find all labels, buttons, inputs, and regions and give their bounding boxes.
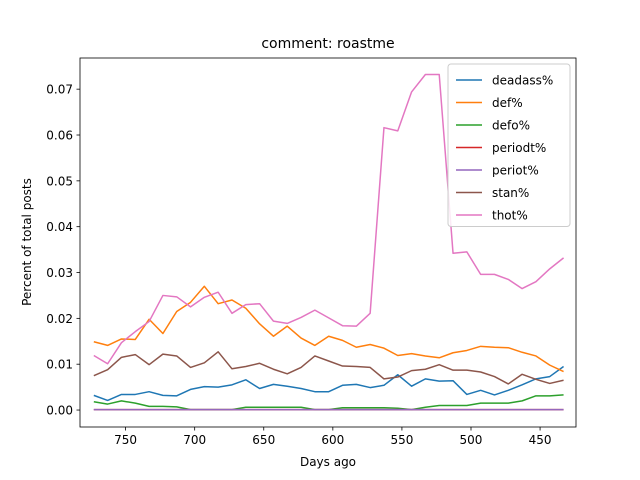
series-line-6	[93, 73, 565, 365]
series-line-0	[93, 365, 565, 402]
y-tick-label: 0.07	[46, 83, 73, 97]
y-axis-label: Percent of total posts	[20, 178, 34, 306]
x-axis: 750 700 650 600 550 500 450	[114, 427, 552, 447]
y-axis: 0.00 0.01 0.02 0.03 0.04 0.05 0.06 0.07	[46, 83, 80, 418]
legend-label: defo%	[492, 119, 530, 133]
legend-label: stan%	[492, 186, 529, 200]
plot-lines	[93, 73, 565, 411]
x-tick-label: 600	[321, 433, 344, 447]
x-tick-label: 500	[460, 433, 483, 447]
legend-label: def%	[492, 96, 523, 110]
y-tick-label: 0.01	[46, 358, 73, 372]
x-tick-label: 450	[529, 433, 552, 447]
y-tick-label: 0.03	[46, 266, 73, 280]
legend: deadass% def% defo% periodt% periot% stan% tho…	[447, 63, 571, 227]
x-tick-label: 750	[114, 433, 137, 447]
y-tick-label: 0.06	[46, 129, 73, 143]
legend-label: periodt%	[492, 141, 546, 155]
chart-title: comment: roastme	[261, 36, 394, 52]
plot-frame	[79, 57, 577, 428]
y-tick-label: 0.02	[46, 312, 73, 326]
x-tick-label: 550	[390, 433, 413, 447]
x-axis-label: Days ago	[300, 455, 356, 469]
y-tick-label: 0.04	[46, 220, 73, 234]
y-tick-label: 0.00	[46, 404, 73, 418]
legend-label: periot%	[492, 164, 539, 178]
series-line-5	[93, 351, 564, 385]
series-line-1	[93, 285, 564, 373]
legend-frame	[447, 63, 571, 227]
x-tick-label: 700	[183, 433, 206, 447]
x-tick-label: 650	[252, 433, 275, 447]
legend-label: deadass%	[492, 74, 553, 88]
legend-label: thot%	[492, 209, 528, 223]
y-tick-label: 0.05	[46, 174, 73, 188]
